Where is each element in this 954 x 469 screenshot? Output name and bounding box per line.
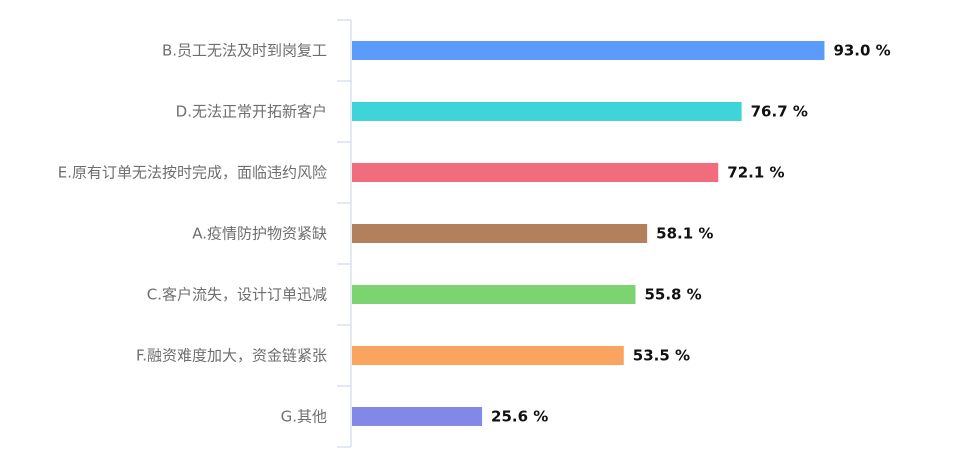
- category-label: E.原有订单无法按时完成，面临违约风险: [58, 164, 327, 182]
- value-label: 25.6 %: [491, 408, 548, 426]
- bar: [352, 163, 719, 182]
- value-label: 76.7 %: [751, 103, 808, 121]
- category-label: G.其他: [281, 408, 327, 426]
- category-label: A.疫情防护物资紧缺: [192, 225, 327, 243]
- value-label: 55.8 %: [644, 286, 701, 304]
- value-label: 58.1 %: [656, 225, 713, 243]
- category-label: C.客户流失，设计订单迅减: [147, 286, 327, 304]
- y-axis-ticks: [337, 19, 351, 448]
- bar: [352, 102, 742, 121]
- bar: [352, 346, 624, 365]
- bar: [352, 407, 483, 426]
- value-label: 72.1 %: [727, 164, 784, 182]
- category-labels: B.员工无法及时到岗复工 D.无法正常开拓新客户 E.原有订单无法按时完成，面临违约…: [58, 42, 327, 426]
- category-label: B.员工无法及时到岗复工: [162, 42, 327, 60]
- value-labels: 93.0 % 76.7 % 72.1 % 58.1 % 55.8 % 53.5 % 25.6…: [491, 42, 891, 426]
- value-label: 53.5 %: [633, 347, 690, 365]
- value-label: 93.0 %: [833, 42, 890, 60]
- category-label: F.融资难度加大，资金链紧张: [136, 347, 327, 365]
- category-label: D.无法正常开拓新客户: [176, 103, 327, 121]
- bar: [352, 41, 825, 60]
- bar: [352, 285, 636, 304]
- bar: [352, 224, 648, 243]
- bars-group: [352, 41, 825, 426]
